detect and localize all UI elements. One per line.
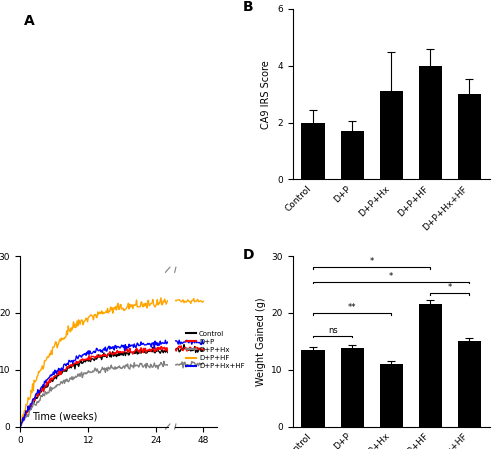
Bar <box>302 123 325 180</box>
Bar <box>380 364 403 427</box>
Text: ns: ns <box>328 326 338 335</box>
Legend: Control, D+P, D+P+Hx, D+P+HF, D+P+Hx+HF: Control, D+P, D+P+Hx, D+P+HF, D+P+Hx+HF <box>183 328 248 372</box>
Y-axis label: Weight Gained (g): Weight Gained (g) <box>256 297 266 386</box>
Bar <box>340 348 364 427</box>
Text: *: * <box>448 283 452 292</box>
Bar <box>418 304 442 427</box>
Bar <box>418 66 442 180</box>
Bar <box>458 341 481 427</box>
Bar <box>302 350 325 427</box>
Text: D: D <box>243 247 254 262</box>
Y-axis label: CA9 IRS Score: CA9 IRS Score <box>262 60 272 128</box>
Text: *: * <box>370 257 374 266</box>
Text: **: ** <box>348 303 356 312</box>
Text: B: B <box>243 0 254 14</box>
Bar <box>340 131 364 180</box>
Bar <box>458 94 481 180</box>
Text: A: A <box>24 14 34 28</box>
Text: Time (weeks): Time (weeks) <box>32 412 98 422</box>
Bar <box>380 91 403 180</box>
Text: *: * <box>389 272 394 281</box>
